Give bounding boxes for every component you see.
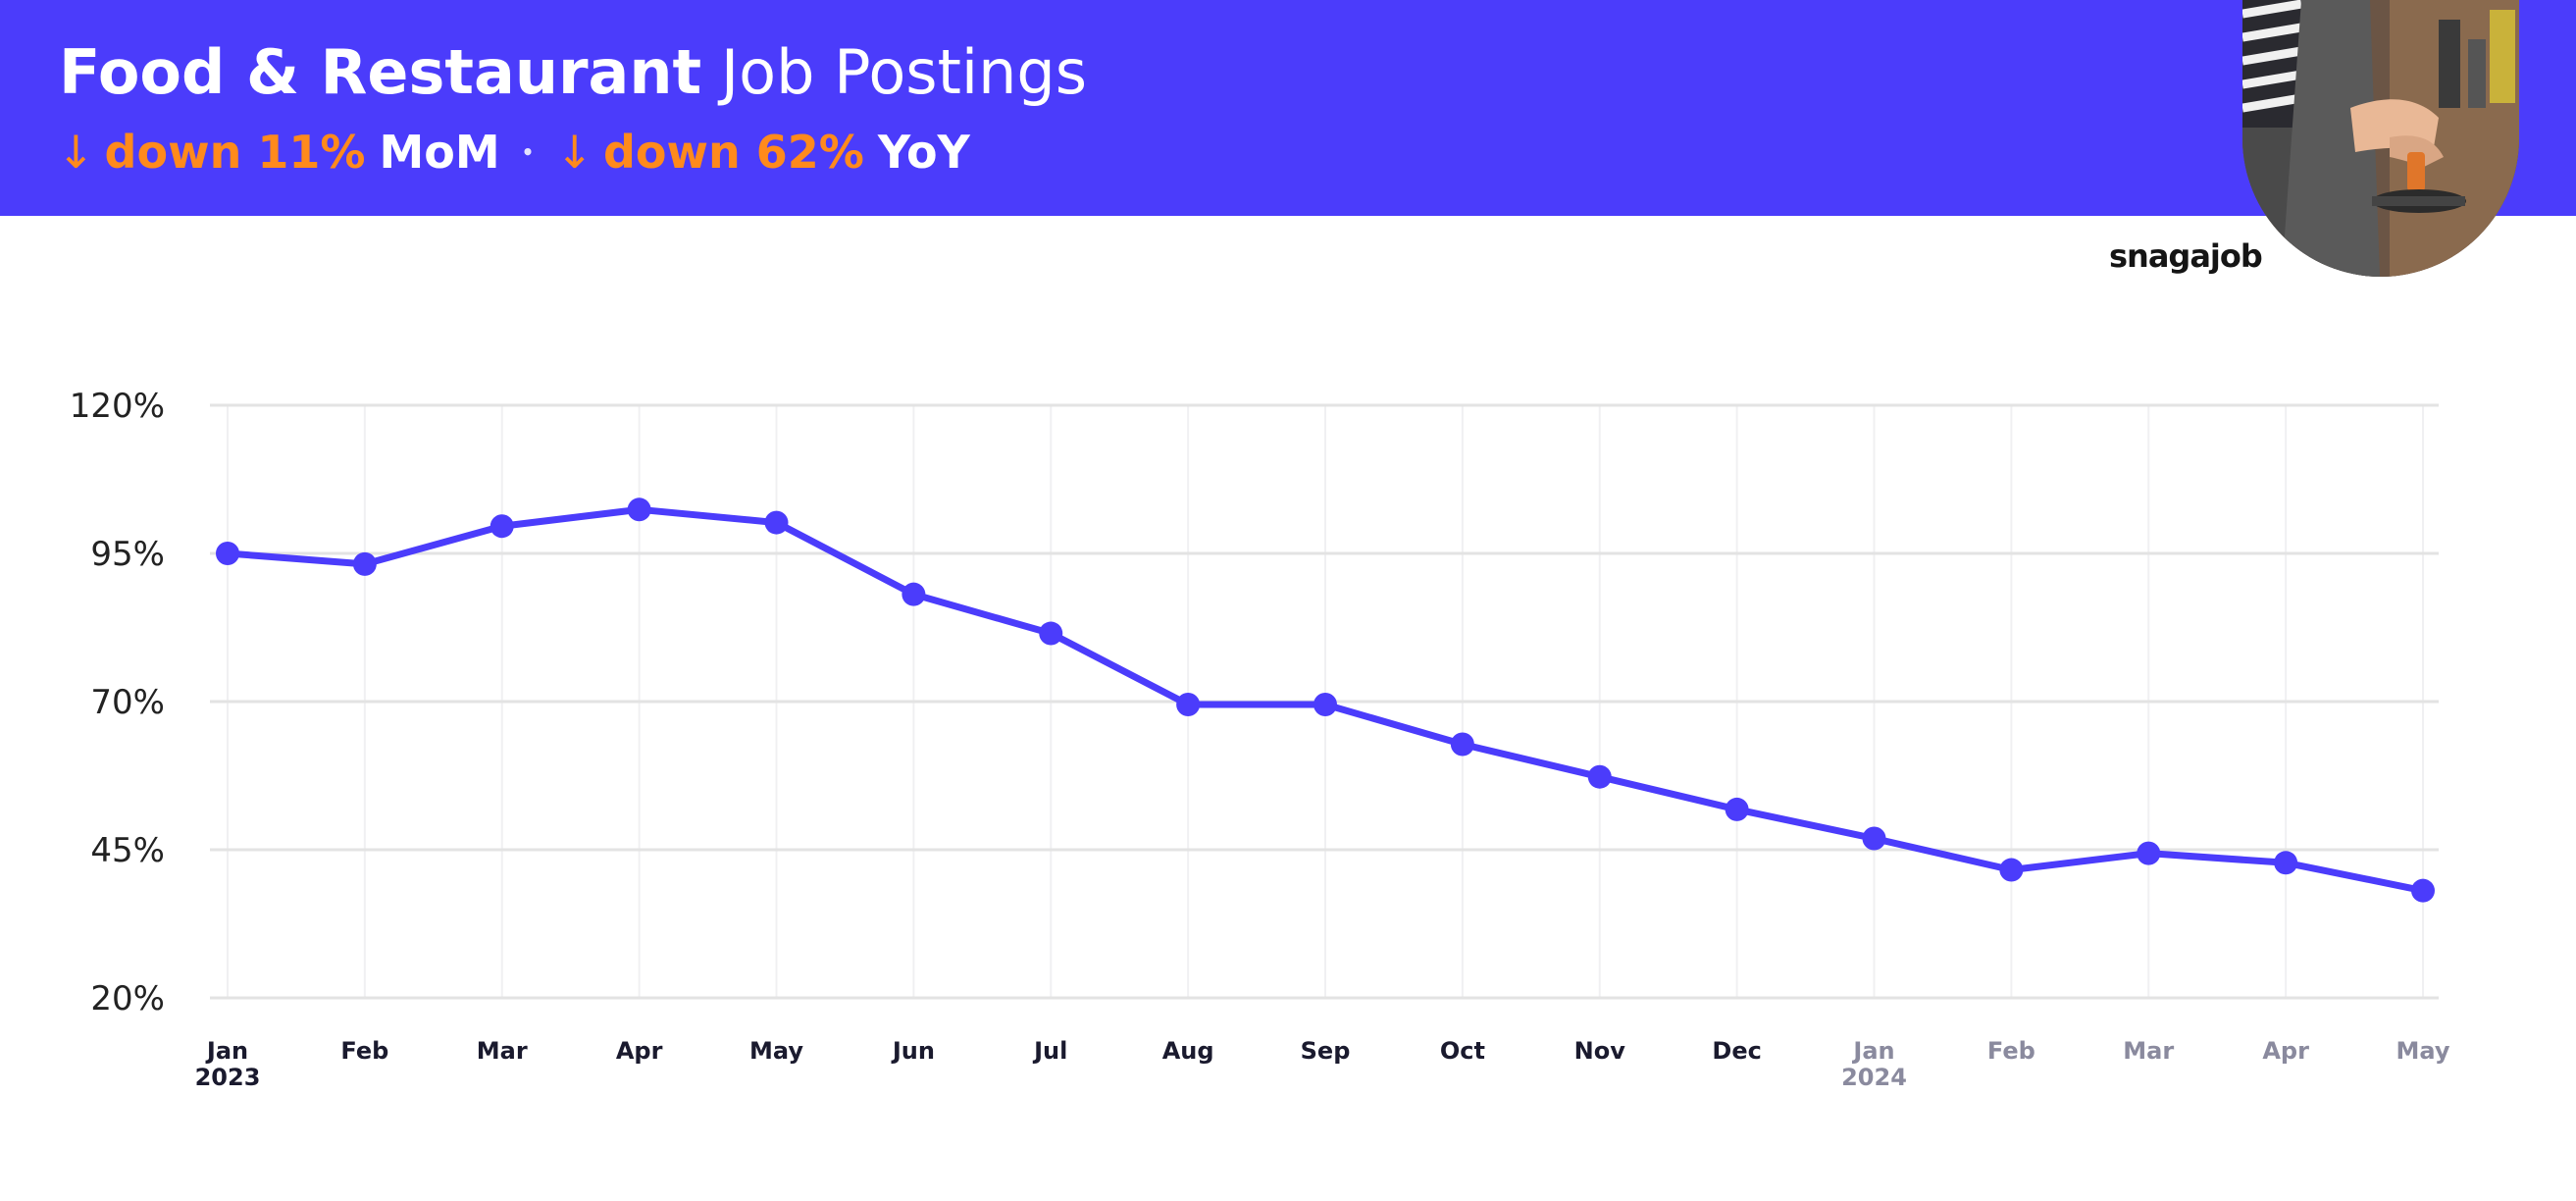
stats-separator: •: [521, 140, 535, 164]
x-tick-label: Mar: [2123, 1037, 2174, 1065]
x-tick-label: Dec: [1712, 1037, 1761, 1065]
data-point: [489, 514, 514, 539]
data-point: [2274, 851, 2298, 875]
data-point: [2137, 841, 2161, 865]
y-tick-label: 45%: [90, 831, 165, 870]
y-tick-label: 20%: [90, 979, 165, 1018]
x-tick-label: Jan: [205, 1037, 248, 1065]
yoy-label: YoY: [877, 126, 970, 179]
down-arrow-icon: ↓: [57, 126, 95, 179]
x-tick-label: Jan: [1851, 1037, 1894, 1065]
title-bold: Food & Restaurant: [59, 36, 702, 108]
data-point: [1587, 764, 1612, 789]
x-tick-label: Mar: [477, 1037, 528, 1065]
snagajob-logo: snagajob: [2109, 237, 2263, 275]
y-tick-label: 95%: [90, 535, 165, 574]
data-point: [1450, 732, 1474, 757]
x-tick-label: May: [749, 1037, 803, 1065]
change-stats: ↓ down 11% MoM • ↓ down 62% YoY: [57, 120, 970, 184]
data-point: [1999, 858, 2024, 882]
x-tick-label: Apr: [2262, 1037, 2309, 1065]
data-point: [1039, 621, 1063, 646]
data-point: [216, 542, 239, 565]
mom-change-value: down 11%: [104, 126, 366, 179]
mom-label: MoM: [379, 126, 500, 179]
x-tick-label: Oct: [1440, 1037, 1485, 1065]
x-tick-label: Feb: [1987, 1037, 2035, 1065]
x-tick-label: May: [2396, 1037, 2450, 1065]
data-point: [902, 582, 926, 606]
y-tick-label: 120%: [70, 387, 165, 426]
y-tick-label: 70%: [90, 683, 165, 722]
title-light: Job Postings: [720, 36, 1088, 108]
x-tick-label: Sep: [1301, 1037, 1351, 1065]
header-banner: Food & Restaurant Job Postings ↓ down 11…: [0, 0, 2576, 216]
x-tick-label: Nov: [1574, 1037, 1626, 1065]
x-year-label: 2023: [195, 1064, 261, 1091]
x-tick-label: Aug: [1162, 1037, 1214, 1065]
x-year-label: 2024: [1841, 1064, 1907, 1091]
data-point: [1862, 826, 1886, 851]
data-point: [352, 551, 377, 576]
x-tick-label: Feb: [340, 1037, 388, 1065]
data-point: [1176, 693, 1201, 717]
x-tick-label: Jul: [1032, 1037, 1067, 1065]
down-arrow-icon: ↓: [555, 126, 593, 179]
data-point: [627, 497, 651, 522]
data-point: [764, 510, 789, 535]
data-point: [1314, 693, 1337, 717]
x-tick-label: Jun: [891, 1037, 935, 1065]
page-title: Food & Restaurant Job Postings: [59, 29, 1087, 116]
yoy-change-value: down 62%: [602, 126, 864, 179]
x-tick-label: Apr: [616, 1037, 663, 1065]
data-point: [2411, 878, 2435, 903]
data-point: [1725, 797, 1749, 821]
